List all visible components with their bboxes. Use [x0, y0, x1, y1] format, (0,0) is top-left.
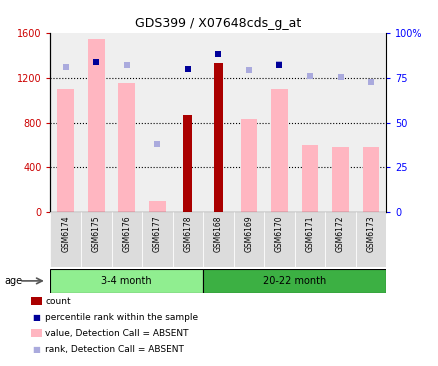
Bar [325, 33, 355, 212]
Text: percentile rank within the sample: percentile rank within the sample [45, 313, 198, 322]
Bar [325, 212, 355, 267]
Text: GSM6173: GSM6173 [366, 215, 374, 252]
Bar [111, 33, 142, 212]
Text: GSM6169: GSM6169 [244, 215, 253, 252]
Bar [50, 33, 81, 212]
Text: count: count [45, 297, 71, 306]
Bar [118, 83, 135, 212]
Text: GSM6168: GSM6168 [213, 215, 223, 251]
Bar [355, 212, 385, 267]
Bar [172, 212, 203, 267]
Bar [332, 147, 348, 212]
Bar [142, 212, 172, 267]
Text: 20-22 month: 20-22 month [262, 276, 325, 286]
Text: GSM6178: GSM6178 [183, 215, 192, 251]
Bar [142, 33, 172, 212]
Text: ■: ■ [32, 345, 40, 354]
Bar [203, 269, 385, 293]
Bar [301, 145, 318, 212]
Bar [203, 33, 233, 212]
Bar [240, 119, 257, 212]
Bar [111, 212, 142, 267]
Bar [264, 33, 294, 212]
Text: rank, Detection Call = ABSENT: rank, Detection Call = ABSENT [45, 345, 184, 354]
Bar [148, 201, 166, 212]
Text: value, Detection Call = ABSENT: value, Detection Call = ABSENT [45, 329, 188, 338]
Bar [264, 212, 294, 267]
Text: GSM6177: GSM6177 [152, 215, 162, 252]
Bar [270, 89, 287, 212]
Bar [81, 212, 111, 267]
Bar [172, 33, 203, 212]
Text: GSM6176: GSM6176 [122, 215, 131, 252]
Text: age: age [4, 276, 22, 286]
Text: GSM6171: GSM6171 [305, 215, 314, 251]
Bar [81, 33, 111, 212]
Bar [233, 33, 264, 212]
Text: ■: ■ [32, 313, 40, 322]
Bar [294, 212, 325, 267]
Bar [50, 269, 203, 293]
Bar [294, 33, 325, 212]
Text: GSM6170: GSM6170 [274, 215, 283, 252]
Bar [355, 33, 385, 212]
Bar [213, 63, 223, 212]
Bar [362, 147, 378, 212]
Bar [88, 38, 104, 212]
Title: GDS399 / X07648cds_g_at: GDS399 / X07648cds_g_at [135, 17, 301, 30]
Text: GSM6174: GSM6174 [61, 215, 70, 252]
Bar [203, 212, 233, 267]
Bar [50, 212, 81, 267]
Bar [233, 212, 264, 267]
Bar [57, 89, 74, 212]
Text: 3-4 month: 3-4 month [101, 276, 152, 286]
Text: GSM6172: GSM6172 [335, 215, 344, 251]
Text: GSM6175: GSM6175 [92, 215, 101, 252]
Bar [183, 115, 192, 212]
